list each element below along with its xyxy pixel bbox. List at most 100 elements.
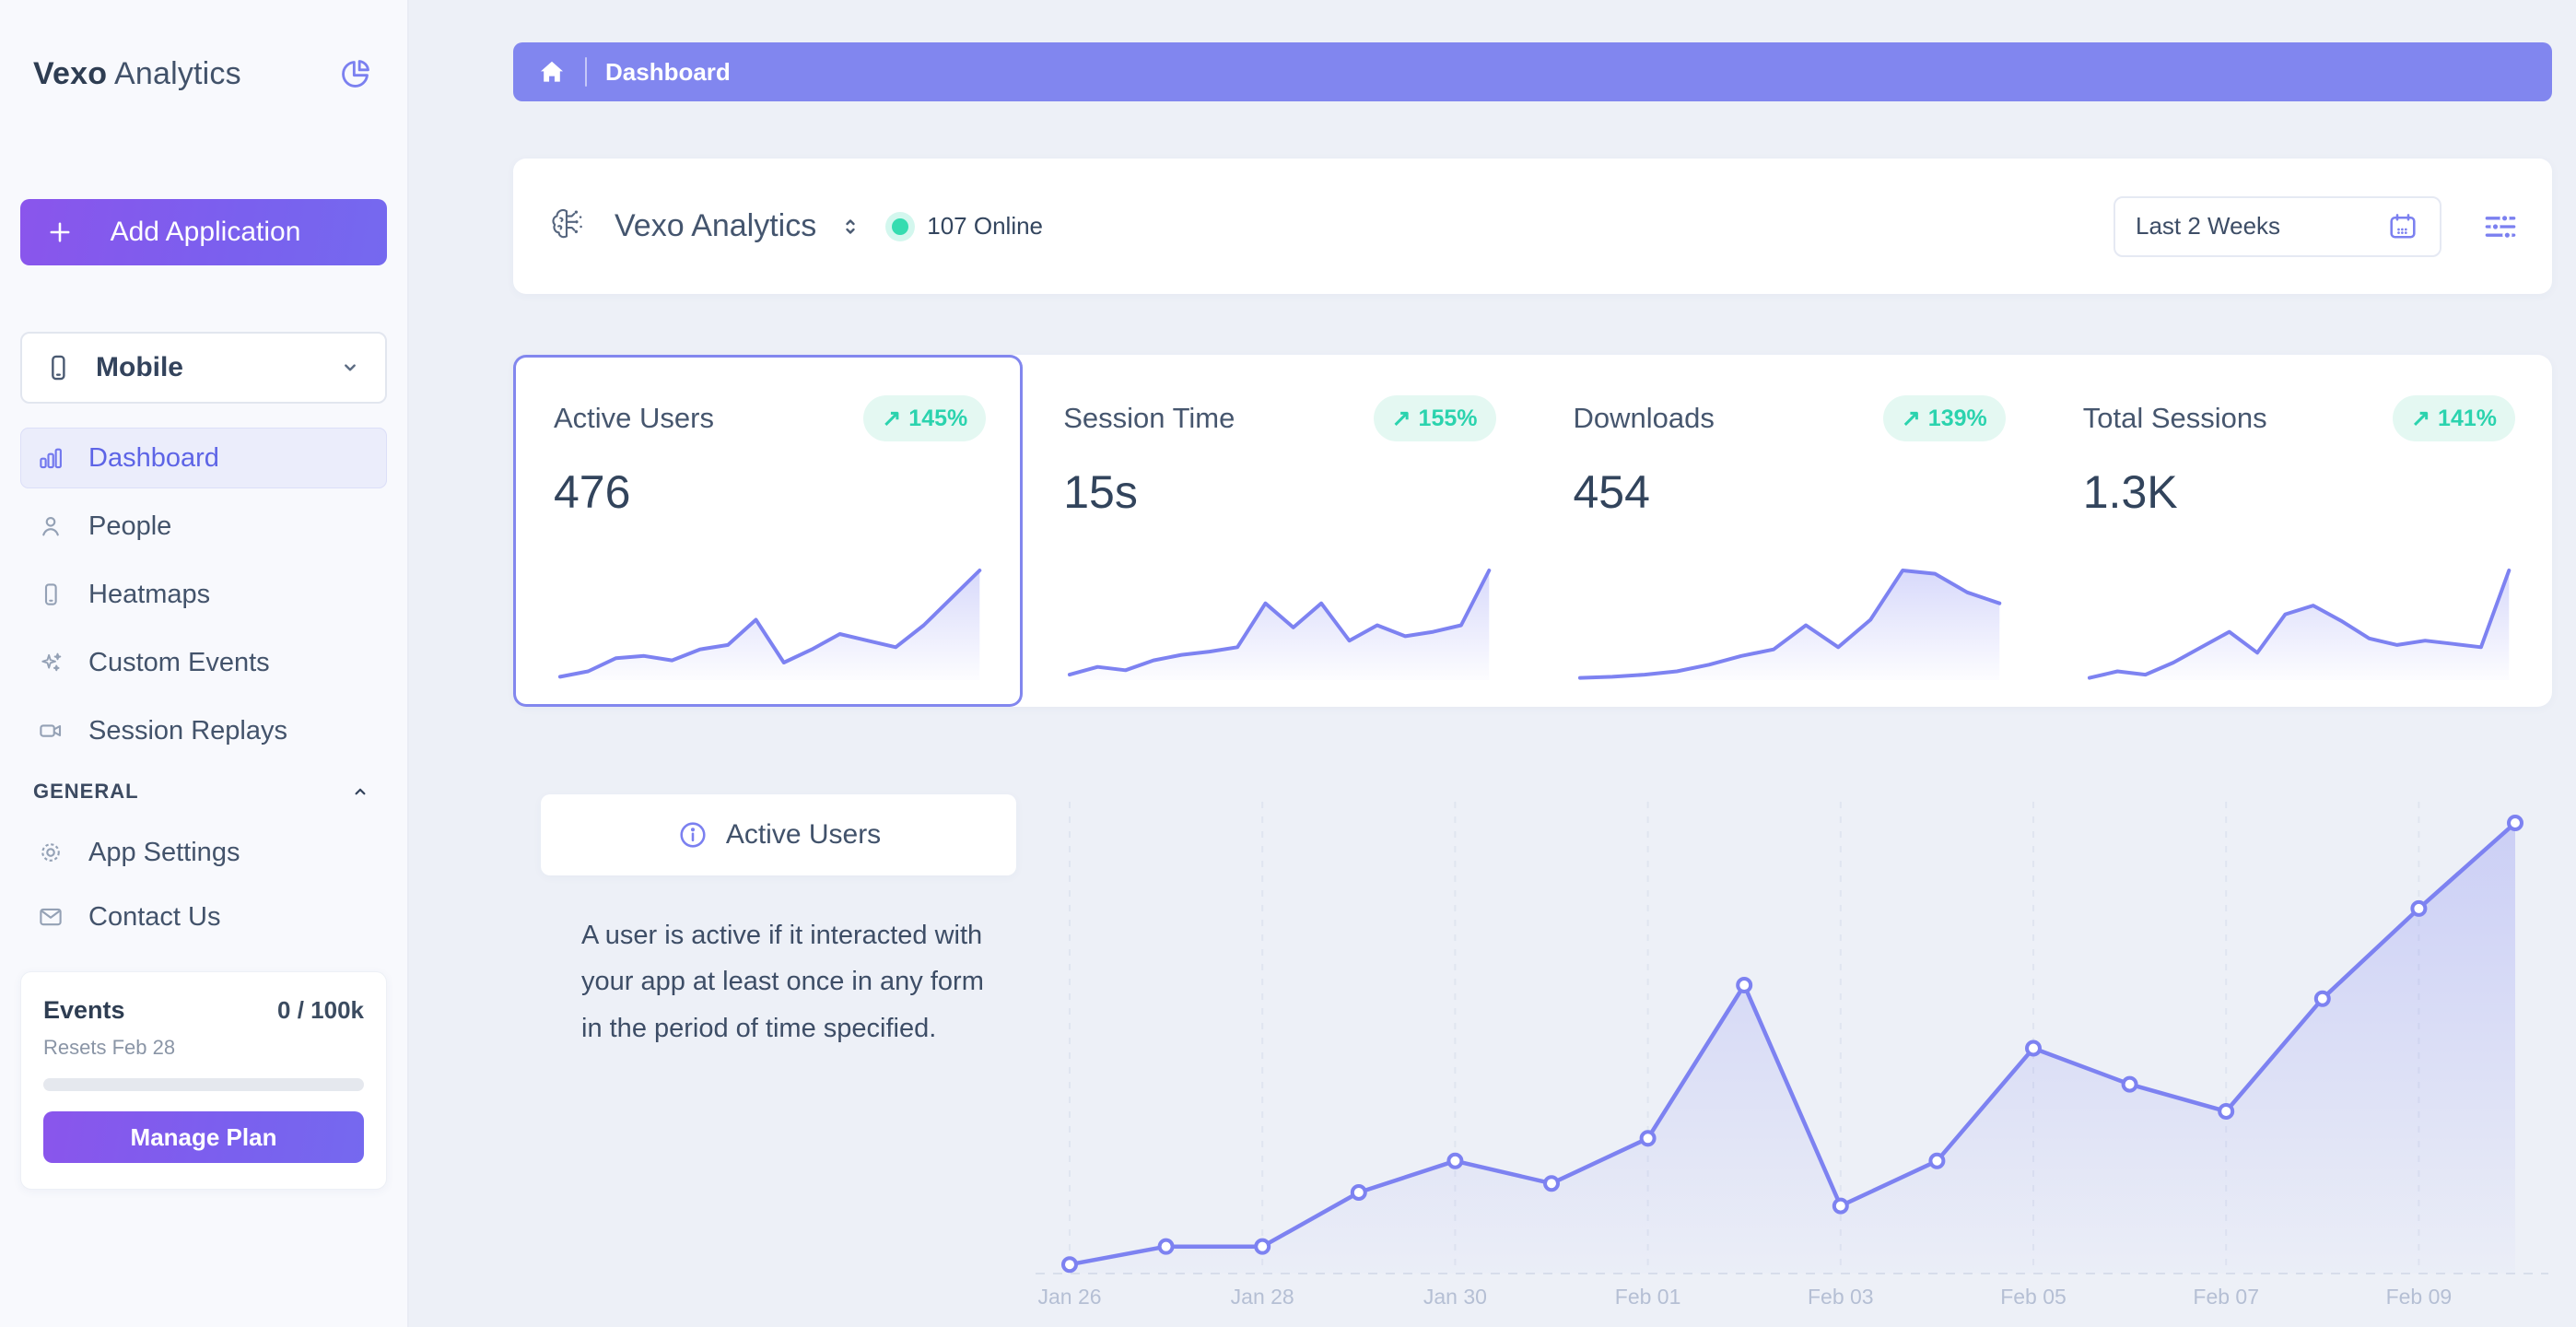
gear-icon bbox=[37, 839, 64, 866]
app-header-card: Vexo Analytics 107 Online Last 2 Weeks bbox=[513, 159, 2552, 294]
breadcrumb-page: Dashboard bbox=[605, 57, 731, 86]
sidebar-item-label: People bbox=[88, 511, 172, 541]
sidebar-item-custom-events[interactable]: Custom Events bbox=[20, 632, 387, 693]
general-nav: App Settings Contact Us bbox=[20, 824, 387, 945]
stat-value: 15s bbox=[1063, 466, 1138, 518]
trend-up-icon: ↗ bbox=[2411, 405, 2431, 431]
sparkline-downloads bbox=[1575, 548, 2004, 687]
phone-icon bbox=[37, 581, 64, 608]
stat-value: 1.3K bbox=[2082, 466, 2178, 518]
stat-title: Total Sessions bbox=[2082, 402, 2267, 434]
sidebar-item-label: Heatmaps bbox=[88, 579, 211, 609]
video-camera-icon bbox=[37, 717, 64, 745]
trend-up-icon: ↗ bbox=[882, 405, 902, 431]
sliders-icon bbox=[2480, 206, 2521, 247]
change-badge: ↗ 155% bbox=[1373, 395, 1496, 441]
online-count: 107 Online bbox=[927, 212, 1044, 240]
main-content: Dashboard Vexo Analytics bbox=[409, 0, 2576, 1327]
logo-text: Vexo Analytics bbox=[33, 56, 241, 92]
svg-text:Feb 09: Feb 09 bbox=[2386, 1285, 2453, 1309]
filters-button[interactable] bbox=[2480, 206, 2521, 247]
svg-text:Jan 28: Jan 28 bbox=[1231, 1285, 1294, 1309]
chart-metric-title: Active Users bbox=[725, 819, 882, 850]
sparkline-total-sessions bbox=[2085, 548, 2513, 687]
calendar-icon bbox=[2386, 210, 2419, 243]
app-switcher-icon[interactable] bbox=[837, 213, 864, 241]
stat-card-total-sessions[interactable]: Total Sessions ↗ 141% 1.3K bbox=[2043, 355, 2552, 707]
phone-icon bbox=[42, 352, 74, 383]
sidebar-item-label: Contact Us bbox=[88, 901, 221, 932]
change-badge: ↗ 145% bbox=[863, 395, 987, 441]
add-application-button[interactable]: Add Application bbox=[20, 199, 387, 265]
change-badge: ↗ 139% bbox=[1882, 395, 2006, 441]
sidebar-item-dashboard[interactable]: Dashboard bbox=[20, 428, 387, 488]
app-name: Vexo Analytics bbox=[615, 208, 817, 243]
platform-select-value: Mobile bbox=[96, 352, 183, 382]
breadcrumb-divider bbox=[585, 57, 587, 87]
plus-icon bbox=[44, 217, 76, 248]
chevron-down-icon bbox=[335, 353, 365, 382]
sidebar-item-label: App Settings bbox=[88, 837, 240, 867]
trend-up-icon: ↗ bbox=[1391, 405, 1411, 431]
change-badge: ↗ 141% bbox=[2393, 395, 2515, 441]
mail-icon bbox=[37, 903, 64, 931]
chart-metric-card: Active Users bbox=[541, 794, 1016, 875]
sidebar-item-session-replays[interactable]: Session Replays bbox=[20, 700, 387, 761]
change-value: 141% bbox=[2438, 405, 2497, 431]
manage-plan-button[interactable]: Manage Plan bbox=[43, 1111, 364, 1163]
chart-section: Active Users A user is active if it inte… bbox=[513, 794, 2552, 1327]
sparkles-icon bbox=[37, 649, 64, 676]
logo-text-bold: Vexo bbox=[33, 55, 108, 91]
person-icon bbox=[37, 512, 64, 540]
breadcrumb: Dashboard bbox=[513, 42, 2552, 101]
platform-select[interactable]: Mobile bbox=[20, 332, 387, 404]
sidebar-nav: Dashboard People Heatmaps Custom Events bbox=[20, 428, 387, 761]
svg-text:Jan 30: Jan 30 bbox=[1423, 1285, 1487, 1309]
sidebar-item-label: Dashboard bbox=[88, 442, 219, 473]
chevron-up-icon bbox=[346, 778, 374, 805]
logo-text-light: Analytics bbox=[113, 55, 241, 91]
info-icon[interactable] bbox=[676, 818, 709, 851]
svg-text:Feb 07: Feb 07 bbox=[2193, 1285, 2259, 1309]
svg-text:Feb 01: Feb 01 bbox=[1615, 1285, 1681, 1309]
events-usage-card: Events 0 / 100k Resets Feb 28 Manage Pla… bbox=[20, 971, 387, 1190]
online-dot bbox=[892, 217, 909, 235]
sidebar-item-contact-us[interactable]: Contact Us bbox=[20, 888, 387, 945]
events-reset-date: Resets Feb 28 bbox=[43, 1036, 176, 1059]
stat-value: 454 bbox=[1573, 466, 1650, 518]
events-quota: 0 / 100k bbox=[277, 996, 364, 1024]
trend-up-icon: ↗ bbox=[1901, 405, 1921, 431]
sidebar-item-label: Session Replays bbox=[88, 715, 287, 746]
date-range-picker[interactable]: Last 2 Weeks bbox=[2113, 195, 2441, 257]
stat-card-session-time[interactable]: Session Time ↗ 155% 15s bbox=[1023, 355, 1532, 707]
stat-card-active-users[interactable]: Active Users ↗ 145% 476 bbox=[513, 355, 1023, 707]
svg-text:Feb 05: Feb 05 bbox=[2000, 1285, 2067, 1309]
events-title: Events bbox=[43, 996, 125, 1024]
stat-title: Downloads bbox=[1573, 402, 1715, 434]
logo: Vexo Analytics bbox=[20, 52, 387, 96]
add-application-label: Add Application bbox=[110, 217, 301, 247]
svg-text:Feb 03: Feb 03 bbox=[1808, 1285, 1874, 1309]
bar-chart-icon bbox=[37, 444, 64, 472]
general-section-toggle[interactable]: GENERAL bbox=[20, 778, 387, 805]
svg-text:Jan 26: Jan 26 bbox=[1037, 1285, 1101, 1309]
change-value: 155% bbox=[1418, 405, 1478, 431]
sparkline-session-time bbox=[1065, 548, 1493, 687]
stat-card-downloads[interactable]: Downloads ↗ 139% 454 bbox=[1533, 355, 2043, 707]
home-icon[interactable] bbox=[537, 57, 567, 87]
general-section-label: GENERAL bbox=[33, 780, 139, 803]
change-value: 145% bbox=[908, 405, 968, 431]
active-users-chart: Jan 26 Jan 28 Jan 30 Feb 01 Feb 03 Feb 05 Feb … bbox=[1032, 794, 2552, 1327]
brain-icon bbox=[544, 204, 591, 250]
stat-value: 476 bbox=[554, 466, 631, 518]
sidebar-item-app-settings[interactable]: App Settings bbox=[20, 824, 387, 881]
metric-description: A user is active if it interacted with y… bbox=[581, 921, 984, 1043]
sidebar-item-heatmaps[interactable]: Heatmaps bbox=[20, 564, 387, 625]
stat-title: Session Time bbox=[1063, 402, 1235, 434]
sidebar-item-label: Custom Events bbox=[88, 647, 270, 677]
events-progress-bar bbox=[43, 1078, 364, 1091]
sparkline-active-users bbox=[556, 548, 984, 687]
stats-row: Active Users ↗ 145% 476 Session Time ↗ 155… bbox=[513, 355, 2552, 707]
sidebar-item-people[interactable]: People bbox=[20, 496, 387, 557]
